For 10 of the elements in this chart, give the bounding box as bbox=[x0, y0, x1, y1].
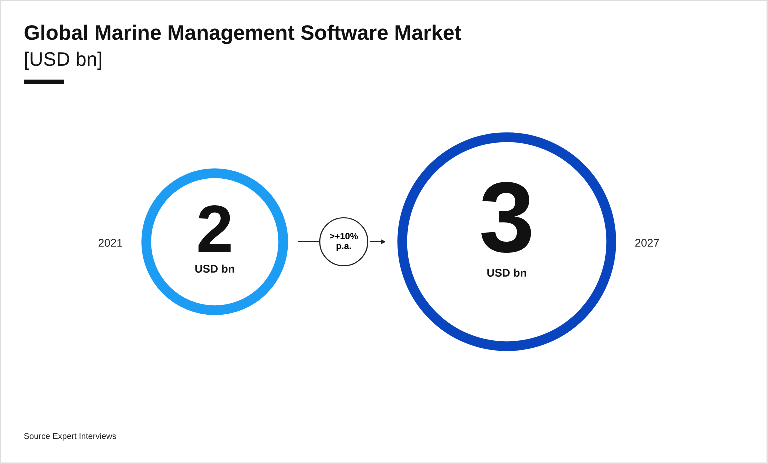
text: >+10% p.a. bbox=[330, 233, 358, 252]
text: USD bn bbox=[196, 264, 234, 273]
data-label: 2 bbox=[198, 205, 231, 252]
category-label: 2021 bbox=[98, 239, 122, 247]
text: USD bn bbox=[488, 268, 526, 277]
text: Global Marine Management Software Market bbox=[24, 24, 462, 44]
category-label: 2027 bbox=[636, 239, 660, 247]
text: [USD bn] bbox=[25, 52, 102, 70]
source-note: Source Expert Interviews bbox=[24, 433, 116, 441]
data-label: 3 bbox=[481, 182, 532, 254]
